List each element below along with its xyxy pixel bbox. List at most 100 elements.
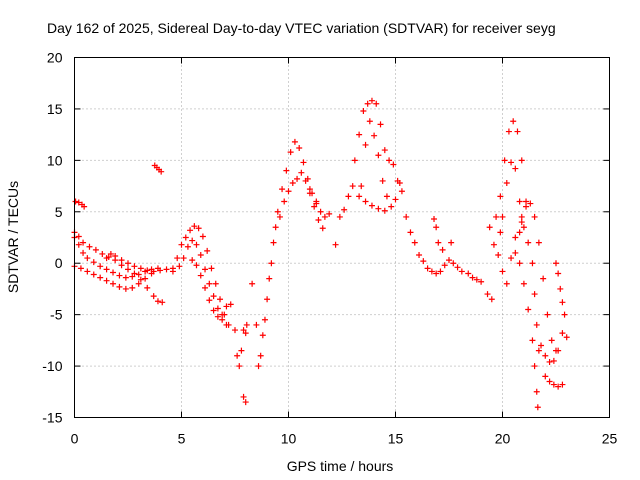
data-point [512,165,519,172]
plot-frame [74,57,610,418]
data-point [223,303,230,310]
data-point [202,266,209,273]
data-point [125,266,131,273]
data-point [249,280,256,287]
data-point [373,100,380,107]
data-point [495,251,502,258]
data-point [116,283,123,290]
data-point [204,247,211,254]
data-point [553,260,559,267]
data-point [454,264,461,271]
data-point [555,383,562,390]
data-point [362,141,369,148]
data-point [219,311,226,318]
data-point [80,239,87,246]
data-point [291,138,298,145]
data-point [486,224,493,231]
data-point [381,147,388,154]
data-point [448,239,455,246]
data-point [431,215,438,222]
data-point [546,378,553,385]
data-point [512,234,519,241]
data-point [178,241,185,248]
data-point [523,203,530,210]
data-point [80,249,87,256]
data-point [407,229,414,236]
data-point [523,198,530,205]
data-point [501,157,508,164]
data-point [559,299,566,306]
data-point [129,284,136,291]
data-point [550,357,557,364]
data-point [227,301,234,308]
data-point [332,241,339,248]
data-point [81,203,88,210]
x-tick-label: 20 [495,431,511,447]
data-point [317,208,324,215]
data-point [473,276,480,283]
data-point [99,250,106,257]
data-point [458,268,465,275]
data-point [212,280,219,287]
data-point [195,225,202,232]
data-point [255,363,262,370]
data-point [433,270,440,277]
data-point [285,188,292,195]
data-point [75,241,82,248]
data-point [550,381,557,388]
data-point [525,239,532,246]
data-point [484,291,491,298]
data-point [159,299,166,306]
data-point [546,358,553,365]
data-point [512,249,519,256]
data-point [356,193,363,200]
data-point [240,393,247,400]
data-point [234,352,241,359]
data-point [493,213,500,220]
data-point [253,321,260,328]
data-point [75,199,82,206]
data-point [375,152,382,159]
data-point [534,404,541,411]
data-point [503,280,510,287]
data-point [217,296,224,303]
data-point [428,268,435,275]
data-point [214,313,221,320]
data-point [131,263,138,270]
data-point [366,118,373,125]
grid [74,57,610,418]
data-point [176,263,183,270]
data-point [356,131,363,138]
data-point [268,260,275,267]
data-point [259,332,266,339]
data-point [189,257,196,264]
data-point [281,198,288,205]
data-point [450,260,457,267]
data-point [535,347,542,354]
data-point [84,255,91,262]
data-point [296,145,303,152]
data-point [514,128,521,135]
data-point [112,253,119,260]
data-point [223,321,230,328]
data-point [503,179,510,186]
data-point [531,291,538,298]
y-tick-label: 0 [55,255,63,271]
data-point [97,274,104,281]
data-point [289,179,296,186]
data-point [441,262,448,269]
data-point [122,285,129,292]
data-point [116,272,123,279]
data-point [364,100,371,107]
data-point [84,268,91,275]
data-point [283,167,290,174]
data-point [561,311,568,318]
data-point [242,399,249,406]
data-point [302,177,309,184]
x-tick-label: 10 [281,431,297,447]
data-point [531,363,538,370]
x-tick-label: 0 [71,431,79,447]
data-point [341,206,348,213]
data-point [298,169,305,176]
data-point [72,198,79,205]
